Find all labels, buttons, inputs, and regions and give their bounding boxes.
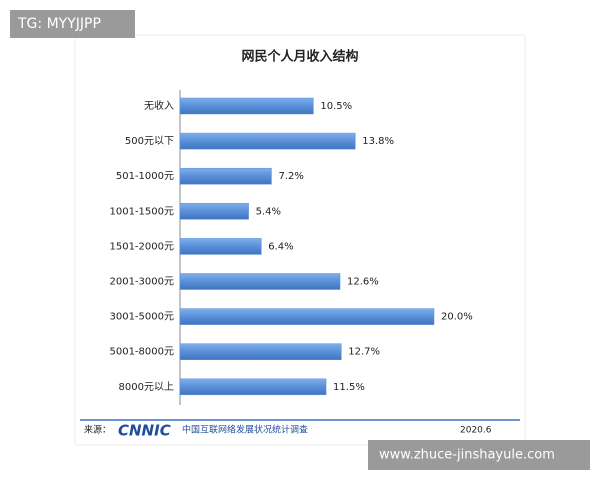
bar — [179, 378, 327, 396]
overlay-box — [10, 10, 135, 38]
watermark-url: www.zhuce-jinshayule.com — [379, 448, 555, 463]
survey-name: 中国互联网络发展状况统计调查 — [182, 424, 308, 436]
y-tick-label: 2001-3000元 — [109, 277, 174, 288]
value-label: 11.5% — [333, 382, 365, 393]
bar — [179, 97, 314, 115]
bar — [179, 167, 272, 185]
y-tick-label: 无收入 — [144, 99, 174, 112]
bar — [179, 343, 342, 360]
logo: CNNIC — [118, 422, 171, 440]
value-label: 13.8% — [362, 136, 394, 147]
source-label: 来源： — [84, 425, 111, 436]
date: 2020.6 — [460, 426, 492, 436]
y-tick-label: 8000元以上 — [119, 381, 174, 393]
y-tick-label: 3001-5000元 — [109, 312, 174, 323]
value-label: 7.2% — [278, 171, 303, 182]
bar — [179, 132, 356, 150]
value-label: 20.0% — [441, 312, 473, 323]
y-tick-label: 500元以下 — [125, 136, 174, 147]
value-label: 6.4% — [268, 241, 293, 252]
y-tick-label: 501-1000元 — [116, 171, 174, 182]
value-label: 5.4% — [256, 206, 281, 217]
y-tick-label: 1001-1500元 — [109, 206, 174, 217]
y-tick-label: 5001-8000元 — [109, 347, 174, 358]
bar — [179, 238, 262, 255]
y-tick-label: 1501-2000元 — [109, 241, 174, 252]
value-label: 12.7% — [348, 347, 380, 358]
bar — [179, 273, 341, 290]
overlay-tag: TG: MYYJJPP — [17, 16, 101, 32]
watermark-box — [368, 440, 590, 470]
chart-title: 网民个人月收入结构 — [241, 49, 358, 65]
value-label: 12.6% — [347, 277, 379, 288]
bar — [179, 308, 435, 325]
bar — [179, 203, 249, 220]
value-label: 10.5% — [320, 101, 352, 112]
